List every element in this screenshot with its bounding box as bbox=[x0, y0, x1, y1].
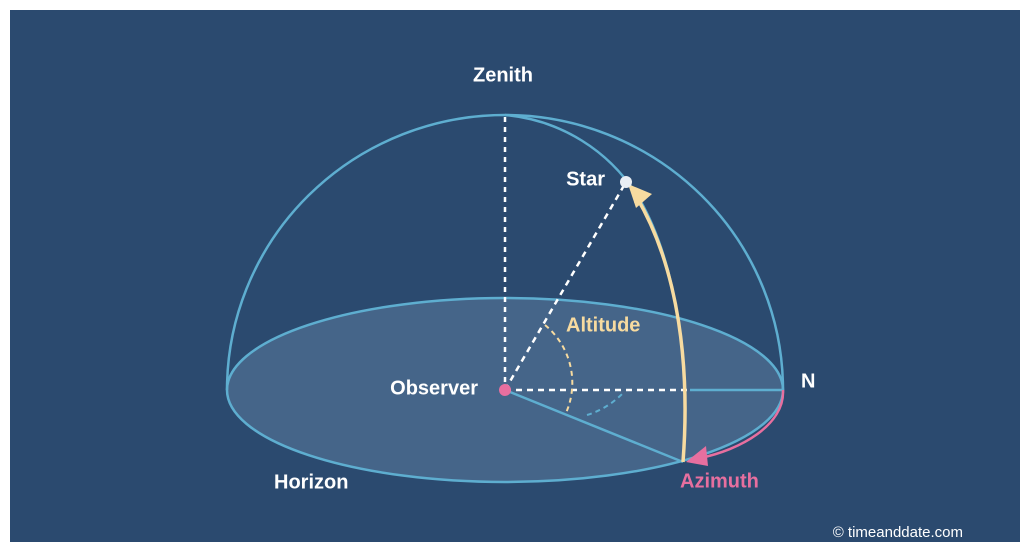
horizon-label: Horizon bbox=[274, 471, 348, 493]
page: {"labels": {"zenith": "Zenith", "star": … bbox=[0, 0, 1027, 542]
credit: © timeanddate.com bbox=[833, 524, 963, 541]
star-point bbox=[620, 176, 632, 188]
zenith-label: Zenith bbox=[473, 64, 533, 86]
altitude-label: Altitude bbox=[566, 314, 640, 336]
star-label: Star bbox=[566, 168, 605, 190]
diagram: Zenith Star Altitude Observer N Horizon … bbox=[0, 0, 1027, 542]
observer-point bbox=[499, 384, 511, 396]
observer-label: Observer bbox=[390, 377, 478, 399]
north-label: N bbox=[801, 370, 815, 392]
azimuth-label: Azimuth bbox=[680, 470, 759, 492]
